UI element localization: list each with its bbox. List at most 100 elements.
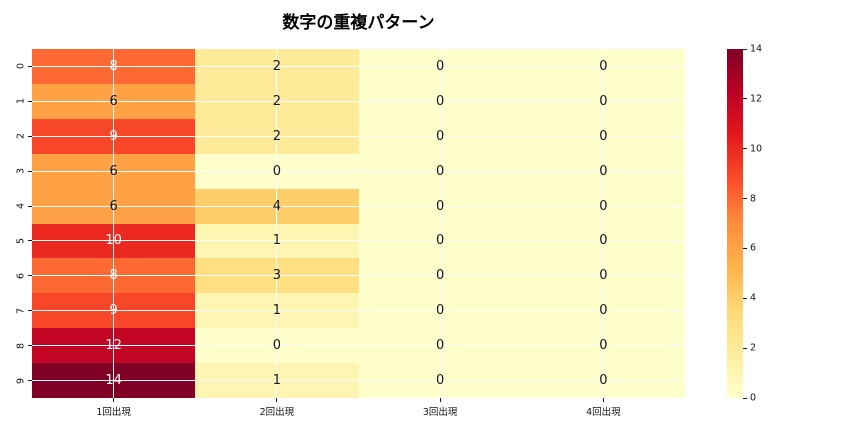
cell-value: 0: [435, 303, 445, 319]
heatmap-cell: 8: [32, 258, 196, 294]
heatmap-cell: 8: [32, 49, 196, 84]
y-tick-mark: [28, 100, 32, 102]
heatmap-cell: 2: [195, 49, 359, 84]
cell-value: 0: [435, 373, 445, 389]
colorbar-tick-mark: [743, 148, 747, 150]
x-tick-label: 1回出現: [96, 407, 131, 418]
y-tick-mark: [28, 205, 32, 207]
heatmap-cell: 0: [521, 188, 685, 224]
cell-value: 9: [109, 128, 118, 144]
y-tick-label: 6: [15, 272, 27, 279]
colorbar-tick-mark: [743, 247, 747, 249]
y-tick-label: 7: [15, 307, 27, 314]
x-tick-label: 3回出現: [422, 407, 458, 418]
cell-value: 8: [109, 58, 118, 74]
y-tick-label: 3: [15, 168, 27, 175]
heatmap-cell: 12: [32, 328, 196, 364]
y-tick-mark: [28, 380, 32, 382]
heatmap-cell: 0: [358, 188, 522, 224]
cell-value: 12: [105, 338, 122, 354]
heatmap-cell: 0: [358, 293, 522, 329]
cell-value: 10: [105, 233, 122, 249]
heatmap-cell: 0: [521, 49, 685, 84]
heatmap-cell: 6: [32, 153, 196, 189]
x-tick-mark: [439, 398, 441, 402]
heatmap-cell: 0: [358, 328, 522, 364]
cell-value: 0: [435, 338, 445, 354]
colorbar-tick-mark: [743, 198, 747, 200]
y-tick-label: 1: [15, 98, 27, 105]
cell-value: 6: [109, 198, 118, 214]
heatmap-cell: 9: [32, 118, 196, 154]
heatmap-cell: 1: [195, 223, 359, 259]
y-tick-label: 2: [15, 133, 27, 140]
y-tick-label: 8: [15, 342, 27, 349]
cell-value: 0: [435, 198, 445, 214]
heatmap-cell: 0: [358, 49, 522, 84]
heatmap-cell: 0: [358, 118, 522, 154]
colorbar-tick-mark: [743, 347, 747, 349]
heatmap-cell: 0: [521, 293, 685, 329]
heatmap-cell: 0: [195, 153, 359, 189]
colorbar-tick-label: 10: [750, 143, 763, 155]
cell-value: 4: [272, 198, 282, 214]
cell-value: 8: [109, 268, 118, 284]
heatmap-cell: 0: [521, 363, 685, 398]
cell-value: 6: [109, 93, 118, 109]
cell-value: 0: [599, 268, 608, 284]
cell-value: 0: [435, 93, 445, 109]
heatmap-cell: 1: [195, 363, 359, 398]
cell-value: 2: [272, 128, 282, 144]
heatmap-cell: 0: [358, 83, 522, 119]
y-tick-mark: [28, 345, 32, 347]
cell-value: 0: [272, 163, 282, 179]
colorbar-tick-mark: [743, 48, 747, 50]
y-tick-label: 5: [15, 237, 27, 244]
cell-value: 0: [435, 233, 445, 249]
heatmap-cell: 0: [195, 328, 359, 364]
cell-value: 0: [599, 198, 608, 214]
cell-value: 1: [272, 373, 282, 389]
y-tick-mark: [28, 135, 32, 137]
cell-value: 0: [599, 233, 608, 249]
heatmap-cell: 0: [358, 363, 522, 398]
heatmap-cell: 2: [195, 83, 359, 119]
colorbar-tick-label: 6: [750, 242, 757, 254]
cell-value: 1: [272, 233, 282, 249]
x-tick-mark: [113, 398, 115, 402]
heatmap-cells: 8 2 0 0 6 2 0 0 9 2 0 0 6 0 0 0 6 4 0 0 10 1 0 0 8 3 0 0 9 1 0 0 12 0 0 0 14…: [32, 49, 685, 398]
heatmap-cell: 0: [358, 223, 522, 259]
heatmap-plot-area: 8 2 0 0 6 2 0 0 9 2 0 0 6 0 0 0 6 4 0 0 10 1 0 0 8 3 0 0 9 1 0 0 12 0 0 0 14…: [32, 49, 685, 398]
cell-value: 0: [599, 303, 608, 319]
colorbar-tick-mark: [743, 98, 747, 100]
cell-value: 0: [599, 163, 608, 179]
heatmap-cell: 0: [521, 118, 685, 154]
colorbar-tick-label: 2: [750, 342, 757, 354]
cell-value: 14: [105, 373, 122, 389]
cell-value: 2: [272, 93, 282, 109]
heatmap-cell: 0: [358, 153, 522, 189]
y-tick-mark: [28, 310, 32, 312]
x-tick-label: 2回出現: [259, 407, 295, 418]
heatmap-cell: 14: [32, 363, 196, 398]
heatmap-cell: 0: [521, 328, 685, 364]
heatmap-cell: 4: [195, 188, 359, 224]
cell-value: 0: [599, 373, 608, 389]
colorbar-tick-mark: [743, 397, 747, 399]
cell-value: 0: [435, 128, 445, 144]
heatmap-cell: 0: [521, 83, 685, 119]
cell-value: 1: [272, 303, 282, 319]
y-tick-mark: [28, 65, 32, 67]
colorbar-tick-label: 12: [750, 93, 763, 105]
heatmap-cell: 0: [521, 153, 685, 189]
heatmap-cell: 0: [521, 223, 685, 259]
heatmap-cell: 2: [195, 118, 359, 154]
y-tick-label: 9: [15, 377, 27, 384]
heatmap-cell: 6: [32, 188, 196, 224]
chart-title: 数字の重複パターン: [282, 13, 435, 33]
heatmap-cell: 0: [521, 258, 685, 294]
x-tick-mark: [276, 398, 278, 402]
cell-value: 0: [435, 268, 445, 284]
heatmap-cell: 3: [195, 258, 359, 294]
